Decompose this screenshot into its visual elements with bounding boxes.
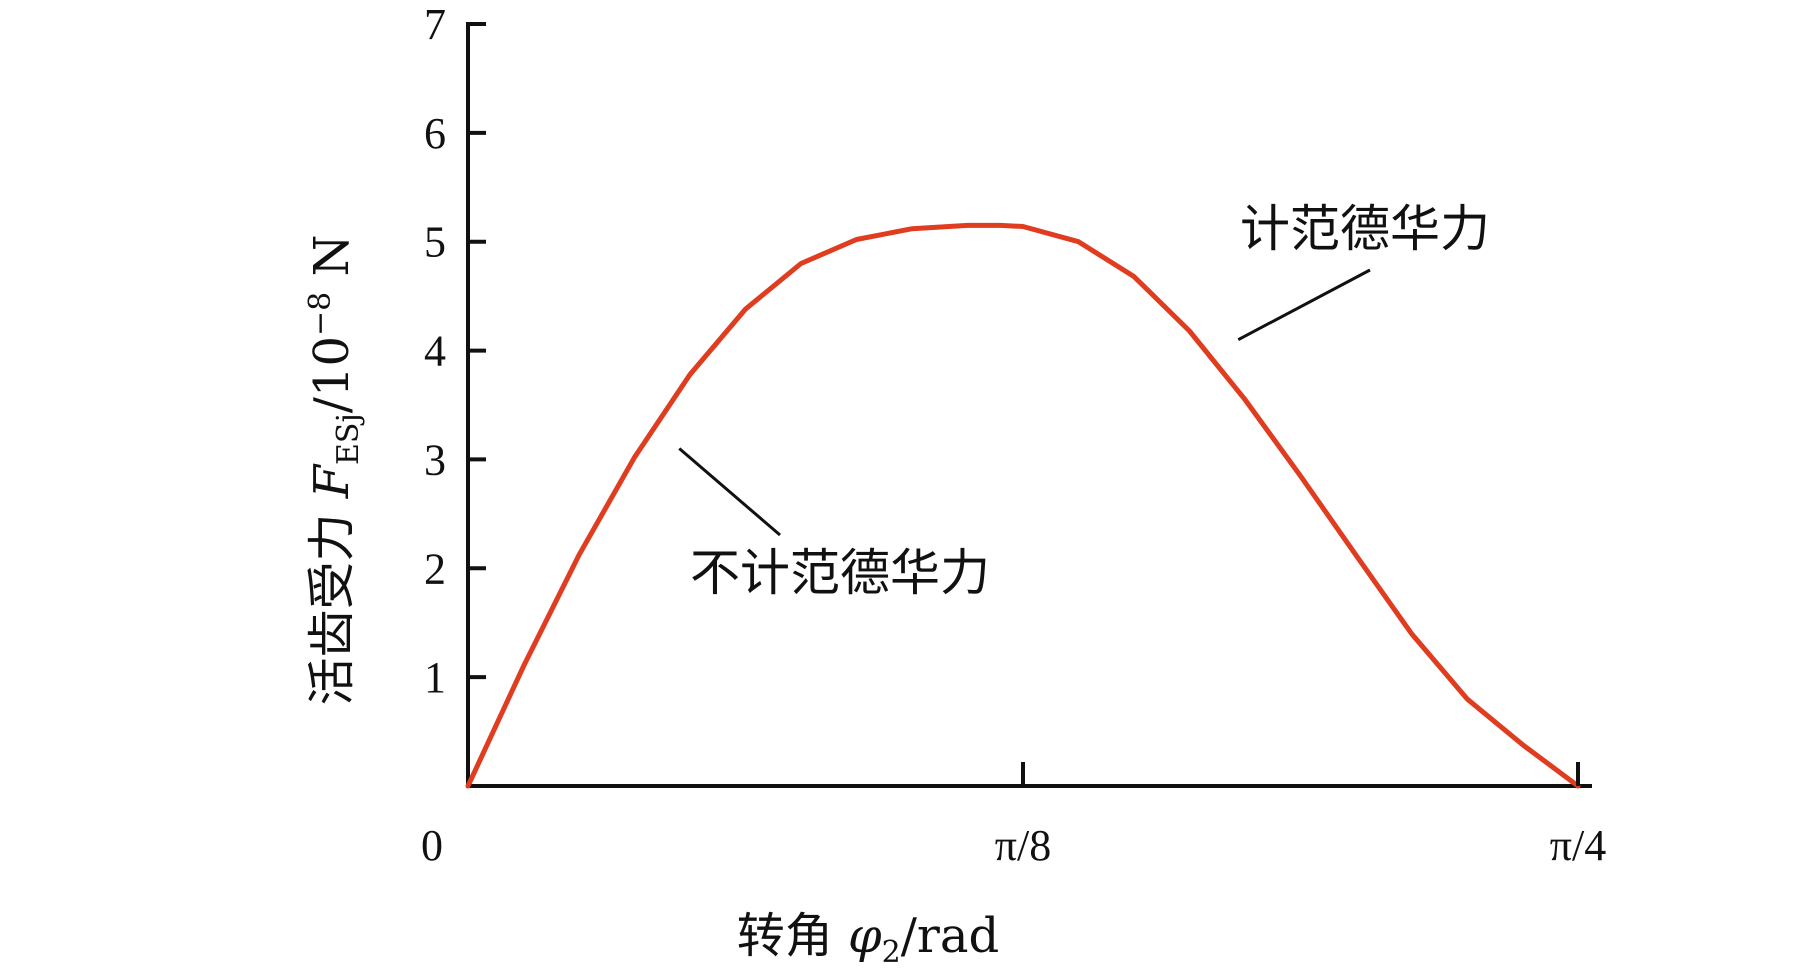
annotation-leader-line	[1237, 268, 1371, 342]
x-tick-label: 0	[421, 821, 443, 870]
x-axis-label: 转角 φ2/rad	[737, 908, 999, 970]
annotation-label: 不计范德华力	[690, 544, 990, 602]
y-tick-label: 7	[424, 0, 446, 49]
axes	[466, 22, 1592, 788]
series-line-1	[465, 222, 1581, 789]
y-tick-label: 3	[424, 435, 446, 484]
ticks-layer: 1 2 3 4 5 6 7 0 π/8 π/4	[421, 0, 1606, 870]
x-tick-label: π/4	[1550, 821, 1606, 870]
annotation-label: 计范德华力	[1240, 200, 1490, 258]
y-tick-label: 4	[424, 327, 446, 376]
series-layer	[465, 222, 1581, 789]
y-tick-label: 2	[424, 544, 446, 593]
y-axis-label: 活齿受力 FESj/10−8 N	[303, 234, 366, 705]
y-tick-label: 6	[424, 109, 446, 158]
y-tick-label: 1	[424, 653, 446, 702]
x-tick-label: π/8	[995, 821, 1051, 870]
y-tick-label: 5	[424, 218, 446, 267]
annotation-leader-line	[678, 447, 781, 537]
